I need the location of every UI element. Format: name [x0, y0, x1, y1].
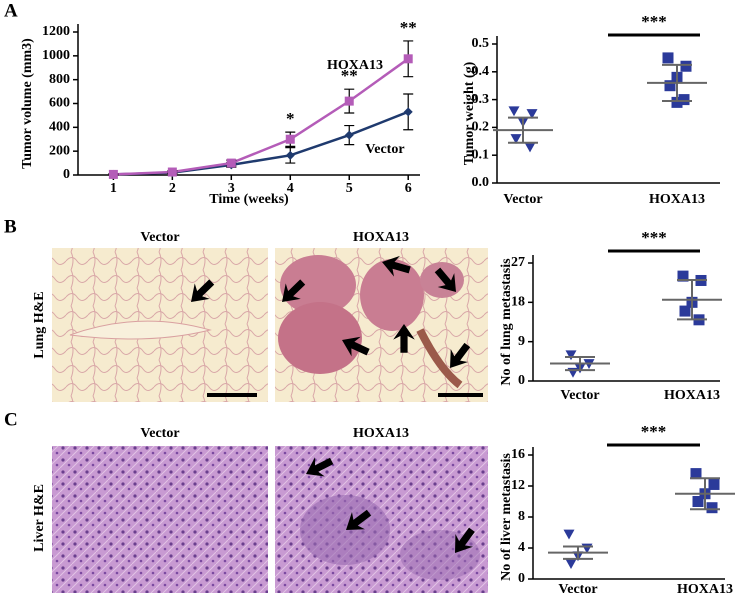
y-axis-label: No of lung metastasis — [499, 258, 514, 386]
marker — [526, 109, 538, 119]
y-tick-label: 400 — [49, 120, 70, 135]
x-tick-label: 5 — [346, 181, 353, 196]
row-label: Liver H&E — [32, 484, 47, 552]
marker — [344, 130, 354, 140]
y-tick-label: 0 — [63, 167, 70, 182]
x-tick-label: HOXA13 — [677, 582, 733, 597]
y-tick-label: 0.0 — [472, 175, 490, 190]
y-axis-label: No of liver metastasis — [499, 453, 514, 581]
micrograph — [52, 248, 268, 402]
marker — [285, 150, 295, 160]
marker — [508, 106, 520, 117]
marker — [690, 468, 702, 480]
marker — [565, 559, 577, 569]
panel-label: B — [4, 216, 17, 237]
marker — [563, 529, 575, 540]
sd-bar — [677, 279, 707, 321]
y-tick-label: 18 — [511, 295, 525, 310]
row-label: Lung H&E — [32, 291, 47, 358]
y-tick-label: 0.5 — [472, 36, 490, 51]
marker — [664, 80, 676, 92]
column-title: HOXA13 — [353, 426, 409, 441]
series-line — [113, 57, 409, 176]
y-tick-label: 800 — [49, 72, 70, 87]
significance: ** — [400, 18, 417, 37]
x-tick-label: 6 — [405, 181, 412, 196]
x-tick-label: HOXA13 — [649, 192, 705, 207]
y-tick-label: 4 — [518, 540, 525, 555]
x-tick-label: 1 — [110, 181, 117, 196]
marker — [677, 270, 689, 282]
sd-bar — [565, 355, 595, 372]
marker — [285, 134, 295, 144]
y-tick-label: 0.3 — [472, 92, 490, 107]
y-tick-label: 600 — [49, 96, 70, 111]
x-tick-label: 4 — [287, 181, 294, 196]
x-tick-label: Vector — [560, 388, 599, 403]
y-tick-label: 0 — [518, 373, 525, 388]
x-tick-label: Vector — [558, 582, 597, 597]
significance: *** — [641, 422, 667, 441]
series-line — [113, 110, 409, 176]
y-tick-label: 12 — [511, 478, 525, 493]
micrograph — [275, 446, 488, 593]
column-title: Vector — [140, 230, 179, 245]
marker — [403, 54, 413, 64]
x-tick-label: 3 — [228, 181, 235, 196]
significance: * — [286, 109, 295, 128]
marker — [706, 502, 718, 514]
micrograph — [52, 446, 268, 593]
y-tick-label: 27 — [511, 255, 525, 270]
y-tick-label: 1200 — [42, 24, 70, 39]
column-title: Vector — [140, 426, 179, 441]
y-tick-label: 0.4 — [472, 64, 490, 79]
y-tick-label: 200 — [49, 143, 70, 158]
significance: *** — [641, 228, 667, 247]
y-axis-label: Tumor weight (g) — [462, 61, 477, 165]
y-tick-label: 0 — [518, 571, 525, 586]
marker — [708, 478, 720, 490]
marker — [662, 52, 674, 64]
marker — [524, 142, 536, 153]
marker — [679, 305, 691, 317]
marker — [226, 158, 236, 168]
marker — [167, 167, 177, 177]
y-tick-label: 1000 — [42, 48, 70, 63]
significance: ** — [341, 66, 358, 85]
micrograph — [274, 248, 488, 402]
series-label: Vector — [365, 142, 404, 157]
marker — [108, 169, 118, 179]
y-tick-label: 8 — [518, 509, 525, 524]
y-tick-label: 0.2 — [472, 120, 490, 135]
panel-label: C — [4, 409, 18, 430]
series-label: HOXA13 — [327, 58, 383, 73]
sd-bar — [690, 477, 720, 511]
sd-bar — [662, 63, 692, 102]
sd-bar — [563, 545, 593, 560]
y-axis-label: Tumor volume (mm3) — [20, 38, 35, 169]
x-tick-label: HOXA13 — [664, 388, 720, 403]
y-tick-label: 9 — [518, 334, 525, 349]
sd-bar — [508, 116, 538, 144]
marker — [403, 107, 413, 117]
x-tick-label: Vector — [503, 192, 542, 207]
panel-label: A — [4, 0, 18, 21]
x-tick-label: 2 — [169, 181, 176, 196]
marker — [344, 96, 354, 106]
marker — [565, 350, 577, 361]
marker — [510, 134, 522, 145]
marker — [671, 96, 683, 108]
marker — [680, 60, 692, 72]
column-title: HOXA13 — [353, 230, 409, 245]
marker — [692, 496, 704, 507]
y-tick-label: 16 — [511, 447, 525, 462]
y-tick-label: 0.1 — [472, 147, 490, 162]
significance: *** — [641, 12, 667, 31]
x-axis-label: Time (weeks) — [209, 192, 289, 207]
